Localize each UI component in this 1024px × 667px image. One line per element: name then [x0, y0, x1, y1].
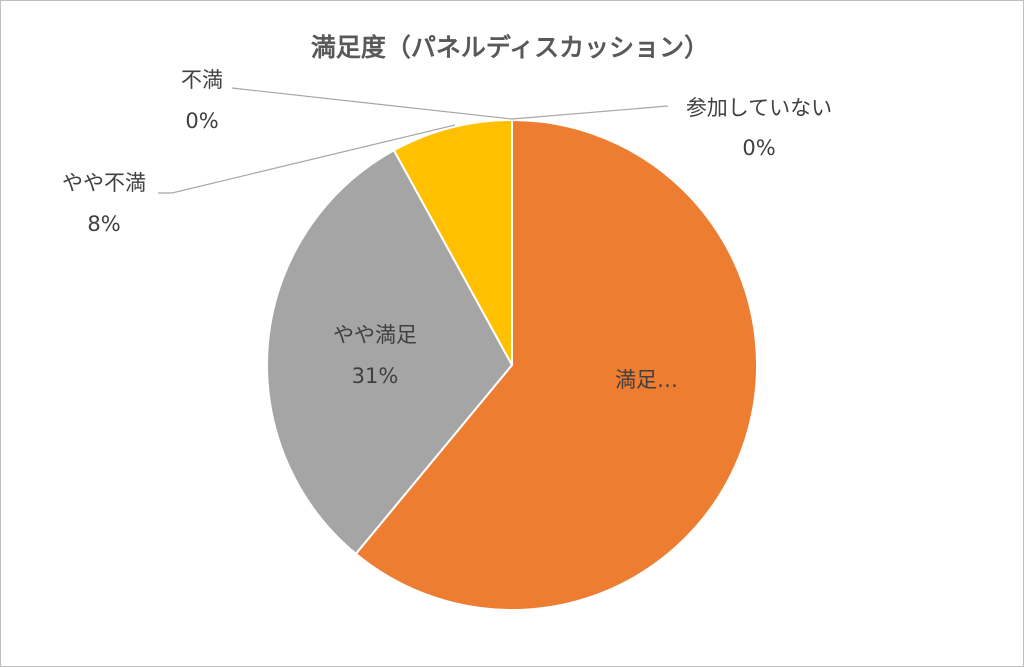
leader-line-fuman: [231, 87, 513, 120]
leader-line-sanka: [511, 105, 669, 120]
slice-pct-sanka-shiteinai: 0%: [742, 136, 775, 160]
slice-pct-fuman: 0%: [185, 109, 218, 133]
slice-pct-yaya-manzoku: 31%: [352, 364, 399, 388]
slice-label-manzoku: 満足…: [615, 368, 678, 392]
leader-line-yaya-fuman: [158, 124, 456, 194]
slice-pct-yaya-fuman: 8%: [87, 212, 120, 236]
pie-slice-2: [392, 118, 513, 366]
slice-label-yaya-fuman: やや不満: [62, 171, 146, 195]
slice-label-sanka-shiteinai: 参加していない: [686, 96, 832, 120]
slice-label-fuman: 不満: [181, 68, 223, 92]
slice-label-yaya-manzoku: やや満足: [333, 323, 417, 347]
chart-title: 満足度（パネルディスカッション）: [311, 33, 709, 62]
pie-slices: [266, 118, 758, 611]
pie-slice-1: [266, 148, 514, 556]
pie-slice-0: [354, 118, 758, 611]
leader-lines: [158, 87, 669, 194]
